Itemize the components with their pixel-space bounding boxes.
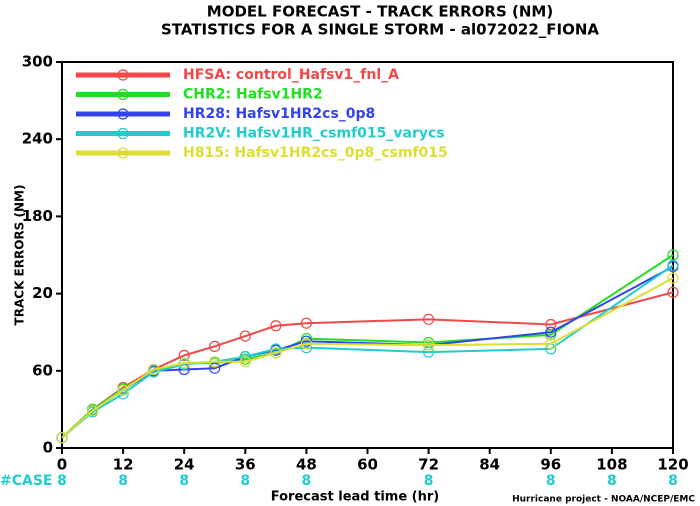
chart-subtitle: STATISTICS FOR A SINGLE STORM - al072022…: [161, 21, 599, 39]
point: [209, 340, 221, 352]
point: [545, 329, 557, 341]
case-count: 8: [302, 473, 312, 489]
legend-label: HFSA: control_Hafsv1_fnl_A: [183, 67, 399, 83]
chart-title: MODEL FORECAST - TRACK ERRORS (NM): [207, 3, 553, 21]
y-axis-label: TRACK ERRORS (NM): [13, 185, 27, 326]
x-axis-label: Forecast lead time (hr): [271, 490, 439, 505]
point: [209, 362, 221, 374]
point: [300, 335, 312, 347]
point: [209, 356, 221, 368]
legend-label: HR2V: Hafsv1HR_csmf015_varycs: [183, 126, 445, 142]
point: [239, 356, 251, 368]
legend-marker: [117, 147, 129, 159]
point: [56, 432, 68, 444]
point: [545, 338, 557, 350]
point: [300, 317, 312, 329]
case-count: 8: [607, 473, 617, 489]
point: [270, 347, 282, 359]
point: [423, 313, 435, 325]
x-tick-label: 96: [540, 456, 561, 474]
legend-marker: [117, 88, 129, 101]
point: [667, 272, 679, 284]
case-count: 8: [546, 473, 556, 489]
point: [270, 343, 282, 355]
x-tick-label: 24: [174, 456, 195, 474]
point: [117, 384, 129, 396]
case-label: #CASE: [0, 473, 53, 489]
point: [423, 346, 435, 358]
point: [178, 357, 190, 369]
x-tick-label: 36: [235, 456, 256, 474]
x-tick-label: 108: [596, 456, 627, 474]
series-line: [61, 277, 674, 439]
x-tick-label: 120: [657, 456, 688, 474]
series-line: [61, 254, 674, 439]
case-count: 8: [118, 473, 128, 489]
legend-marker: [117, 108, 129, 120]
case-count: 8: [424, 473, 434, 489]
case-count: 8: [179, 473, 189, 489]
point: [667, 286, 679, 298]
point: [86, 405, 99, 417]
x-tick-label: 84: [479, 456, 500, 474]
legend-label: H815: Hafsv1HR2cs_0p8_csmf015: [183, 145, 448, 161]
x-tick-label: 60: [357, 456, 378, 474]
point: [423, 339, 435, 351]
point: [178, 349, 190, 361]
y-tick-label: 300: [22, 53, 53, 71]
footer: Hurricane project - NOAA/NCEP/EMC: [512, 495, 695, 505]
y-tick-label: 0: [43, 439, 53, 457]
x-tick-label: 48: [296, 456, 317, 474]
case-count: 8: [57, 473, 67, 489]
y-tick-label: 20: [32, 284, 53, 302]
legend-marker: [117, 69, 129, 81]
point: [300, 342, 312, 354]
series-line: [61, 265, 674, 439]
x-tick-label: 0: [57, 456, 67, 474]
case-count: 8: [240, 473, 250, 489]
legend-label: HR28: Hafsv1HR2cs_0p8: [183, 106, 375, 122]
point: [667, 259, 679, 271]
y-tick-label: 240: [22, 130, 53, 148]
legend-marker: [117, 127, 129, 140]
legend-label: CHR2: Hafsv1HR2: [183, 87, 323, 103]
x-tick-label: 12: [113, 456, 134, 474]
point: [545, 326, 557, 338]
point: [148, 363, 160, 376]
point: [300, 338, 312, 350]
y-tick-label: 180: [22, 207, 53, 225]
y-tick-label: 60: [32, 361, 53, 379]
case-count: 8: [668, 473, 678, 489]
series-line: [61, 264, 674, 439]
point: [270, 320, 282, 332]
x-tick-label: 72: [418, 456, 439, 474]
point: [239, 330, 251, 342]
